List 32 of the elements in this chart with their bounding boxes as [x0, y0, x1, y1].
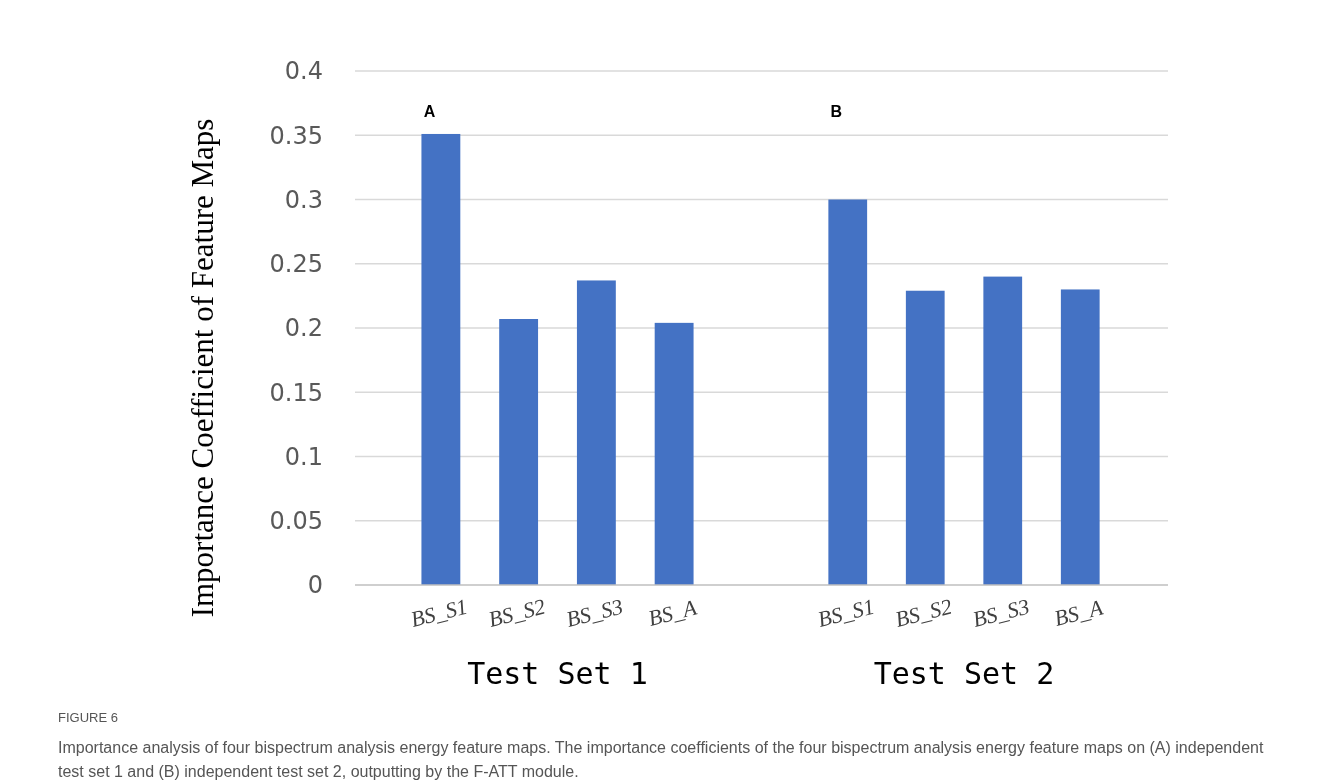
annotation: B: [830, 103, 843, 120]
caption: FIGURE 6: [58, 709, 119, 727]
y-tick-label: 0.25: [269, 250, 323, 279]
bar: [499, 319, 539, 585]
bar: [905, 290, 945, 585]
y-tick-label: 0.3: [284, 185, 323, 214]
x-tick-label: BS_A: [1051, 594, 1106, 631]
y-tick-label: 0.15: [269, 378, 323, 407]
x-tick-label: BS_S3: [970, 593, 1032, 632]
bar: [1060, 289, 1100, 585]
y-axis-title: Importance Coefficient of Feature Maps: [185, 118, 220, 618]
x-tick-label: BS_S3: [563, 593, 626, 632]
y-tick-label: 0.35: [269, 121, 323, 150]
y-tick-label: 0: [307, 571, 323, 600]
annotation: A: [423, 103, 436, 120]
y-tick-label: 0.05: [269, 507, 323, 536]
text: Importance analysis of four bispectrum analysis energy feature maps. The importance coefficients of the four bispectrum analysis energy feature maps on (A) independent test set 1 and (B) independent test set 2, outputting by the F-ATT module.: [58, 738, 1265, 782]
x-tick-label: BS_S2: [892, 593, 955, 632]
bar: [983, 276, 1023, 585]
x-axis-title: Test Set 1: [467, 656, 648, 691]
x-tick-label: BS_S1: [815, 593, 877, 632]
bar: [654, 322, 694, 585]
x-tick-label: BS_A: [645, 594, 700, 631]
y-tick-label: 0.1: [284, 442, 323, 471]
x-tick-label: BS_S2: [485, 593, 548, 632]
x-axis-title: Test Set 2: [873, 656, 1055, 691]
y-tick-label: 0.2: [284, 314, 323, 343]
y-tick-label: 0.4: [284, 57, 323, 86]
bar: [576, 280, 616, 585]
x-tick-label: BS_S1: [408, 593, 470, 632]
bar: [828, 199, 868, 585]
bar: [421, 133, 461, 585]
